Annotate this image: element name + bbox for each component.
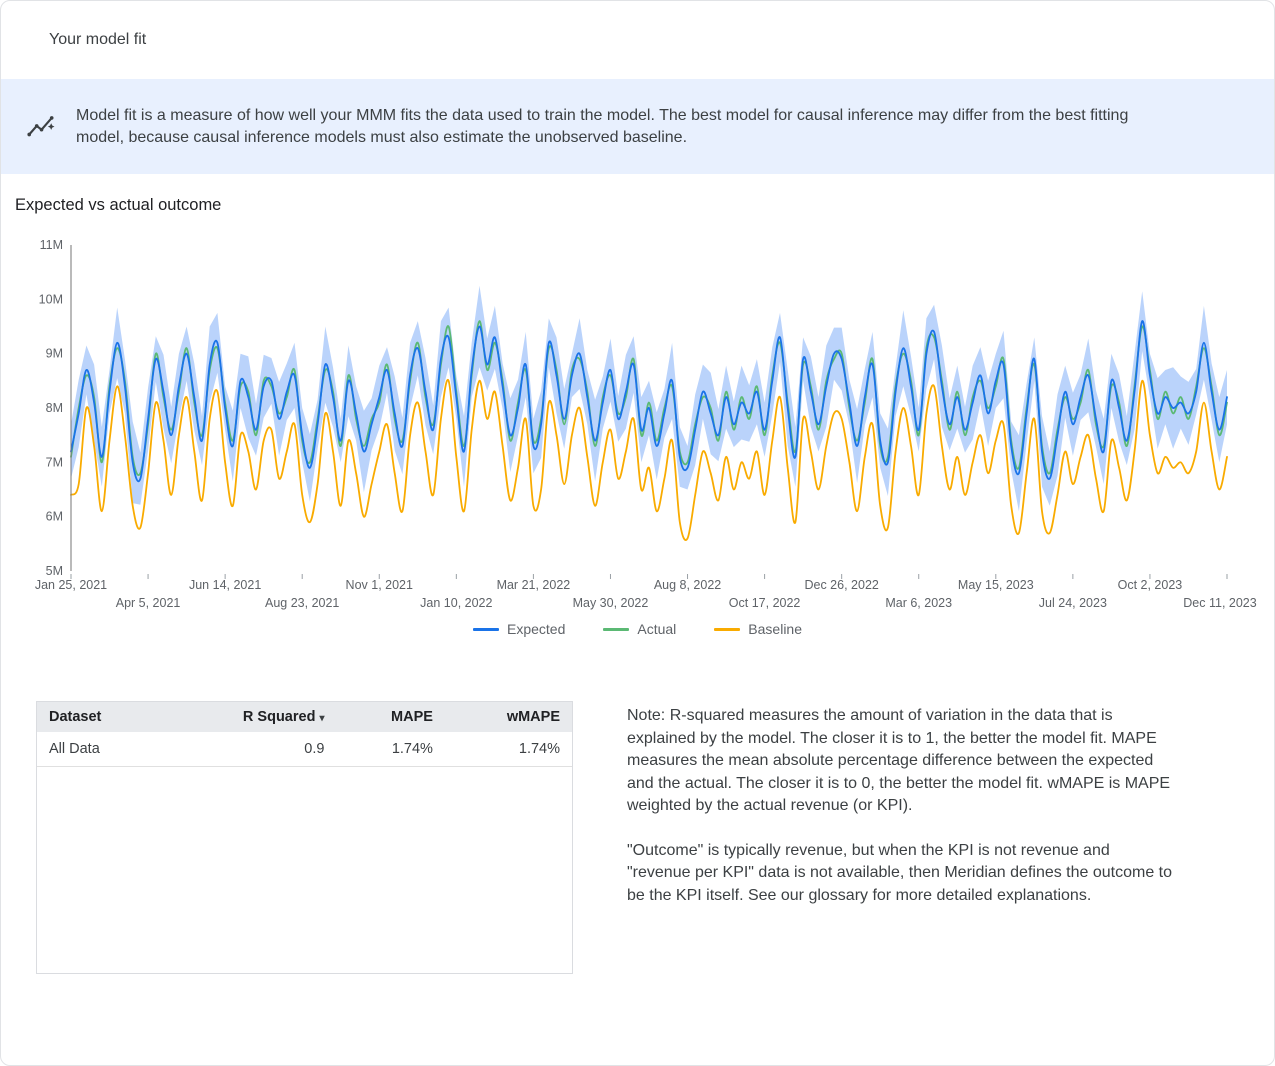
fit-table-head-row: Dataset R Squared ▾ MAPE wMAPE bbox=[37, 702, 572, 732]
page-title: Your model fit bbox=[49, 31, 147, 48]
chart-title: Expected vs actual outcome bbox=[15, 196, 222, 214]
note-paragraph-metrics: Note: R-squared measures the amount of v… bbox=[627, 707, 1171, 814]
y-tick-label: 7M bbox=[46, 455, 63, 469]
legend-item-expected: Expected bbox=[473, 619, 565, 639]
x-tick-label: Aug 8, 2022 bbox=[654, 578, 721, 592]
legend-swatch-expected bbox=[473, 627, 499, 631]
model-fit-chart: 5M 6M 7M 8M 9M 10M 11M Jan 25, 2021 Apr 5, 2021 J… bbox=[35, 238, 1257, 610]
x-tick-label: May 30, 2022 bbox=[573, 596, 649, 610]
column-header-wmape: wMAPE bbox=[444, 702, 572, 732]
y-tick-label: 5M bbox=[46, 564, 63, 578]
legend-label-actual: Actual bbox=[637, 621, 677, 637]
y-tick-label: 6M bbox=[46, 510, 63, 524]
chart-legend: Expected Actual Baseline bbox=[15, 619, 1260, 639]
x-tick-label: Dec 11, 2023 bbox=[1183, 596, 1256, 610]
info-banner: Model fit is a measure of how well your … bbox=[1, 79, 1274, 174]
legend-item-baseline: Baseline bbox=[714, 619, 802, 639]
legend-label-expected: Expected bbox=[507, 621, 566, 637]
x-tick-label: Oct 17, 2022 bbox=[729, 596, 801, 610]
baseline-line bbox=[70, 378, 1228, 541]
column-header-r-squared[interactable]: R Squared ▾ bbox=[162, 702, 337, 732]
x-tick-label: Jul 24, 2023 bbox=[1039, 596, 1107, 610]
x-tick-label: Oct 2, 2023 bbox=[1118, 578, 1183, 592]
y-tick-label: 9M bbox=[46, 347, 63, 361]
actual-line bbox=[70, 320, 1228, 476]
x-tick-label: Jan 25, 2021 bbox=[35, 578, 107, 592]
x-tick-label: Mar 21, 2022 bbox=[497, 578, 571, 592]
banner-text: Model fit is a measure of how well your … bbox=[76, 106, 1129, 146]
legend-swatch-actual bbox=[603, 627, 630, 631]
expected-line bbox=[70, 320, 1228, 483]
x-tick-label: Apr 5, 2021 bbox=[116, 596, 181, 610]
y-tick-label: 8M bbox=[46, 401, 63, 415]
legend-swatch-baseline bbox=[714, 627, 741, 631]
x-tick-label: May 15, 2023 bbox=[958, 578, 1034, 592]
column-header-dataset: Dataset bbox=[37, 702, 163, 732]
table-cell: 0.9 bbox=[162, 732, 337, 767]
y-tick-label: 10M bbox=[39, 292, 63, 306]
x-tick-label: Mar 6, 2023 bbox=[885, 596, 952, 610]
table-cell: 1.74% bbox=[336, 732, 445, 767]
insights-icon bbox=[27, 115, 55, 136]
x-tick-label: Nov 1, 2021 bbox=[346, 578, 413, 592]
y-tick-label: 11M bbox=[40, 238, 63, 252]
table-cell: 1.74% bbox=[444, 732, 572, 767]
sort-descending-icon[interactable]: ▾ bbox=[319, 713, 325, 724]
x-tick-label: Jan 10, 2022 bbox=[420, 596, 492, 610]
legend-label-baseline: Baseline bbox=[748, 621, 802, 637]
card-header: Your model fit bbox=[1, 1, 1274, 79]
x-tick-label: Aug 23, 2021 bbox=[265, 596, 339, 610]
x-tick-label: Jun 14, 2021 bbox=[189, 578, 261, 592]
confidence-band bbox=[71, 285, 1227, 512]
table-row: All Data 0.9 1.74% 1.74% bbox=[37, 732, 572, 767]
fit-table-panel: Dataset R Squared ▾ MAPE wMAPE All Data 0.9 1.… bbox=[36, 701, 573, 974]
chart-section: Expected vs actual outcome 5M 6M 7M 8M 9M 10M… bbox=[1, 174, 1274, 639]
table-cell: All Data bbox=[37, 732, 163, 767]
fit-table: Dataset R Squared ▾ MAPE wMAPE All Data 0.9 1.… bbox=[37, 702, 572, 767]
x-tick-label: Dec 26, 2022 bbox=[804, 578, 878, 592]
note-paragraph-outcome: "Outcome" is typically revenue, but when… bbox=[627, 841, 1173, 904]
notes-block: Note: R-squared measures the amount of v… bbox=[627, 701, 1175, 907]
legend-item-actual: Actual bbox=[603, 619, 676, 639]
bottom-section: Dataset R Squared ▾ MAPE wMAPE All Data 0.9 1.… bbox=[1, 701, 1274, 974]
column-header-mape: MAPE bbox=[336, 702, 445, 732]
